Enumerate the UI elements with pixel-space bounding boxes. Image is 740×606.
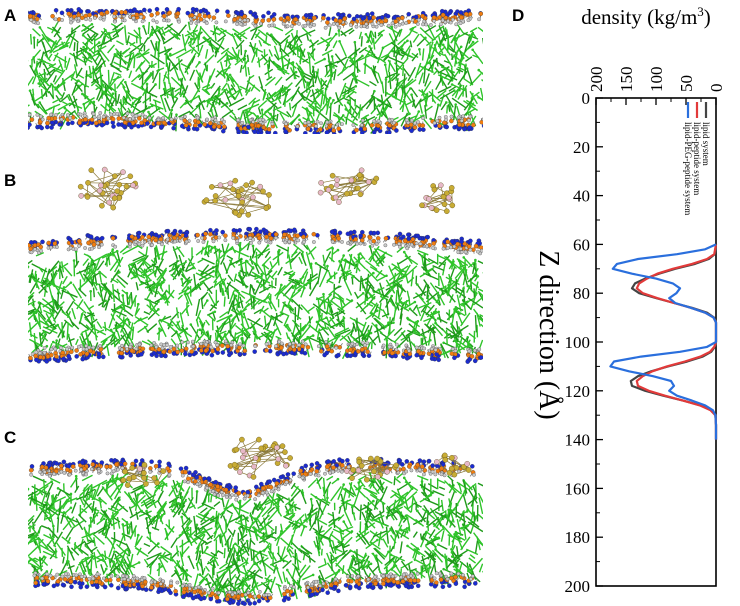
z-tick-label: 80 <box>573 284 590 303</box>
z-tick-label: 140 <box>565 431 591 450</box>
peptide-cluster <box>227 436 293 480</box>
peptide-cluster <box>344 455 400 483</box>
y-axis-label: density (kg/m3) <box>581 4 711 29</box>
series-line-1 <box>629 244 718 440</box>
peptide-cluster <box>433 452 472 478</box>
peptide-cluster <box>201 177 272 218</box>
density-tick-label: 150 <box>617 67 636 93</box>
lipid-tails <box>28 471 483 602</box>
legend-entry-1: lipid system <box>701 122 711 166</box>
z-tick-label: 200 <box>565 577 591 596</box>
lipid-tails <box>28 21 483 134</box>
z-tick-label: 100 <box>565 333 591 352</box>
membrane-snapshot-a <box>28 6 483 134</box>
membrane-snapshot-c <box>28 436 483 606</box>
density-profile-chart: density (kg/m3) 0 20 40 60 80 100 120 140 160 180… <box>533 4 726 596</box>
z-tick-label: 60 <box>573 235 590 254</box>
peptide-cluster <box>119 462 167 488</box>
legend-entry-2: lipid-peptide system <box>692 122 702 195</box>
x-axis-label: Z direction (Å) <box>533 250 564 420</box>
series-line-2 <box>635 244 718 440</box>
peptide-cluster <box>77 166 139 211</box>
density-tick-label: 100 <box>647 67 666 93</box>
lipid-headgroups <box>28 456 479 606</box>
panel-label-a: A <box>4 6 17 25</box>
lipid-tails <box>28 240 483 360</box>
z-tick-label: 180 <box>565 528 591 547</box>
peptide-cluster <box>419 182 456 215</box>
panel-label-c: C <box>4 428 17 447</box>
series-line-3 <box>609 243 718 440</box>
density-tick-label: 50 <box>677 75 696 92</box>
density-tick-label: 200 <box>587 67 606 93</box>
z-tick-label: 0 <box>582 89 591 108</box>
panel-label-b: B <box>4 171 17 190</box>
z-tick-label: 120 <box>565 382 591 401</box>
membrane-snapshot-b <box>28 166 483 364</box>
density-tick-label: 0 <box>707 84 726 93</box>
lipid-headgroups <box>28 226 483 364</box>
z-tick-label: 40 <box>573 187 590 206</box>
z-tick-label: 20 <box>573 138 590 157</box>
lipid-headgroups <box>28 6 483 134</box>
peptide-cluster <box>317 167 380 205</box>
z-tick-label: 160 <box>565 479 591 498</box>
panel-label-d: D <box>512 6 525 25</box>
legend-entry-3: lipid-PEG-peptide system <box>683 122 693 215</box>
